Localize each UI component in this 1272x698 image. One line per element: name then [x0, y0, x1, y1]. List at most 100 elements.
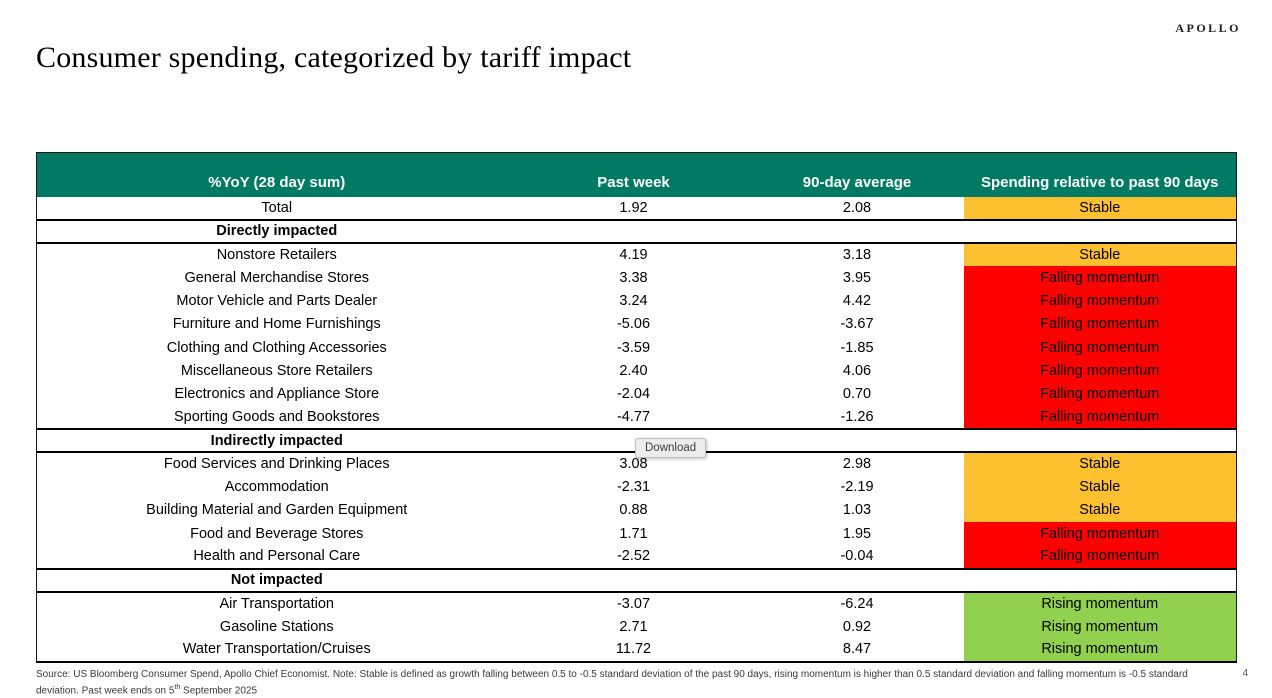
category-cell: Food Services and Drinking Places — [163, 456, 390, 473]
empty-cell — [963, 567, 1237, 593]
avg-90d-cell: -3.67 — [840, 316, 874, 333]
apollo-logo: APOLLO — [1175, 21, 1241, 35]
past-week-cell: -3.07 — [616, 595, 651, 612]
table-row: Food and Beverage Stores 1.71 1.95 Falling … — [37, 522, 1237, 546]
status-cell: Falling momentum — [963, 289, 1237, 313]
table-row: Clothing and Clothing Accessories -3.59 -1… — [37, 336, 1237, 360]
section-row: Not impacted — [36, 567, 1237, 593]
past-week-cell: 1.92 — [619, 199, 648, 216]
category-cell: Clothing and Clothing Accessories — [166, 339, 387, 356]
section-row: Directly impacted — [36, 218, 1237, 245]
past-week-cell: 1.71 — [619, 525, 648, 542]
category-cell: Sporting Goods and Bookstores — [173, 408, 380, 425]
table-body: Total 1.92 2.08 Stable Directly impacted Nons… — [36, 196, 1237, 662]
status-cell: Falling momentum — [963, 522, 1237, 546]
table-row: Total 1.92 2.08 Stable — [37, 196, 1237, 220]
past-week-cell: -2.04 — [616, 386, 651, 403]
category-cell: Building Material and Garden Equipment — [146, 502, 408, 519]
empty-cell — [963, 218, 1237, 245]
table-row: Furniture and Home Furnishings -5.06 -3.67… — [37, 312, 1237, 336]
table-row: Food Services and Drinking Places 3.08 2.9… — [37, 452, 1237, 476]
table-row: Air Transportation -3.07 -6.24 Rising momen… — [37, 591, 1237, 615]
past-week-cell: -5.06 — [616, 316, 651, 333]
category-cell: Total — [261, 199, 293, 216]
table-row: Motor Vehicle and Parts Dealer 3.24 4.42 Fa… — [37, 289, 1237, 313]
status-cell: Falling momentum — [963, 382, 1237, 406]
category-cell: Electronics and Appliance Store — [174, 386, 380, 403]
category-cell: Motor Vehicle and Parts Dealer — [176, 293, 378, 310]
status-cell: Falling momentum — [963, 359, 1237, 383]
section-row: Indirectly impacted — [36, 427, 1237, 454]
category-cell: Furniture and Home Furnishings — [172, 316, 381, 333]
status-cell: Stable — [963, 196, 1237, 220]
status-cell: Rising momentum — [963, 591, 1237, 615]
avg-90d-cell: 4.06 — [842, 362, 872, 379]
past-week-cell: -3.59 — [616, 339, 651, 356]
past-week-cell: 11.72 — [615, 641, 652, 658]
avg-90d-cell: -1.85 — [840, 339, 874, 356]
avg-90d-cell: 0.70 — [842, 386, 872, 403]
table-row: Nonstore Retailers 4.19 3.18 Stable — [37, 243, 1237, 267]
source-footnote: Source: US Bloomberg Consumer Spend, Apo… — [36, 669, 1216, 697]
table-row: Sporting Goods and Bookstores -4.77 -1.26 F… — [37, 405, 1237, 429]
category-cell: General Merchandise Stores — [184, 269, 370, 286]
section-label: Not impacted — [36, 567, 517, 593]
category-cell: Miscellaneous Store Retailers — [180, 362, 373, 379]
avg-90d-cell: -6.24 — [840, 595, 874, 612]
table-row: Gasoline Stations 2.71 0.92 Rising momentum — [37, 615, 1237, 639]
avg-90d-cell: 8.47 — [842, 641, 872, 658]
status-cell: Falling momentum — [963, 545, 1237, 569]
status-cell: Falling momentum — [963, 312, 1237, 336]
avg-90d-cell: -1.26 — [840, 408, 874, 425]
avg-90d-cell: 3.18 — [842, 247, 872, 264]
avg-90d-cell: -2.19 — [840, 479, 874, 496]
empty-cell — [516, 427, 751, 454]
page-title: Consumer spending, categorized by tariff… — [36, 41, 632, 74]
avg-90d-cell: 1.95 — [842, 525, 872, 542]
past-week-cell: 4.19 — [619, 247, 648, 264]
table-row: Electronics and Appliance Store -2.04 0.70… — [37, 382, 1237, 406]
column-header: Spending relative to past 90 days — [963, 152, 1237, 197]
empty-cell — [750, 218, 964, 245]
avg-90d-cell: -0.04 — [840, 548, 874, 565]
download-tooltip[interactable]: Download — [635, 438, 707, 458]
empty-cell — [750, 567, 964, 593]
category-cell: Food and Beverage Stores — [190, 525, 364, 542]
category-cell: Nonstore Retailers — [216, 247, 337, 264]
page-number: 4 — [1242, 668, 1248, 679]
category-cell: Air Transportation — [219, 595, 334, 612]
table-row: Building Material and Garden Equipment 0.… — [37, 498, 1237, 522]
table-row: Miscellaneous Store Retailers 2.40 4.06 Fal… — [37, 359, 1237, 383]
spending-table: %YoY (28 day sum) Past week 90-day average… — [36, 152, 1237, 663]
avg-90d-cell: 1.03 — [842, 502, 872, 519]
status-cell: Stable — [963, 475, 1237, 499]
past-week-cell: 3.08 — [619, 456, 648, 473]
column-header: %YoY (28 day sum) — [36, 152, 517, 197]
status-cell: Falling momentum — [963, 405, 1237, 429]
past-week-cell: 0.88 — [619, 502, 648, 519]
status-cell: Rising momentum — [963, 638, 1237, 662]
footnote-line-2: deviation. Past week ends on 5th Septemb… — [36, 683, 257, 696]
section-label: Directly impacted — [36, 218, 517, 245]
past-week-cell: 2.71 — [619, 618, 648, 635]
category-cell: Health and Personal Care — [193, 548, 361, 565]
past-week-cell: 2.40 — [619, 362, 648, 379]
empty-cell — [516, 218, 751, 245]
table-row: Accommodation -2.31 -2.19 Stable — [37, 475, 1237, 499]
past-week-cell: 3.24 — [619, 293, 648, 310]
avg-90d-cell: 2.08 — [842, 199, 872, 216]
table-header: %YoY (28 day sum) Past week 90-day average… — [36, 152, 1237, 197]
table-row: Water Transportation/Cruises 11.72 8.47 Ris… — [37, 638, 1237, 662]
category-cell: Gasoline Stations — [219, 618, 334, 635]
section-label: Indirectly impacted — [36, 427, 517, 454]
table-row: Health and Personal Care -2.52 -0.04 Fallin… — [37, 545, 1237, 569]
footnote-line-1: Source: US Bloomberg Consumer Spend, Apo… — [36, 669, 1188, 680]
empty-cell — [963, 427, 1237, 454]
past-week-cell: 3.38 — [619, 269, 648, 286]
table-row: General Merchandise Stores 3.38 3.95 Fallin… — [37, 266, 1237, 290]
avg-90d-cell: 3.95 — [842, 269, 872, 286]
status-cell: Stable — [963, 452, 1237, 476]
status-cell: Stable — [963, 243, 1237, 267]
status-cell: Falling momentum — [963, 266, 1237, 290]
header-row: %YoY (28 day sum) Past week 90-day average… — [36, 152, 1237, 197]
